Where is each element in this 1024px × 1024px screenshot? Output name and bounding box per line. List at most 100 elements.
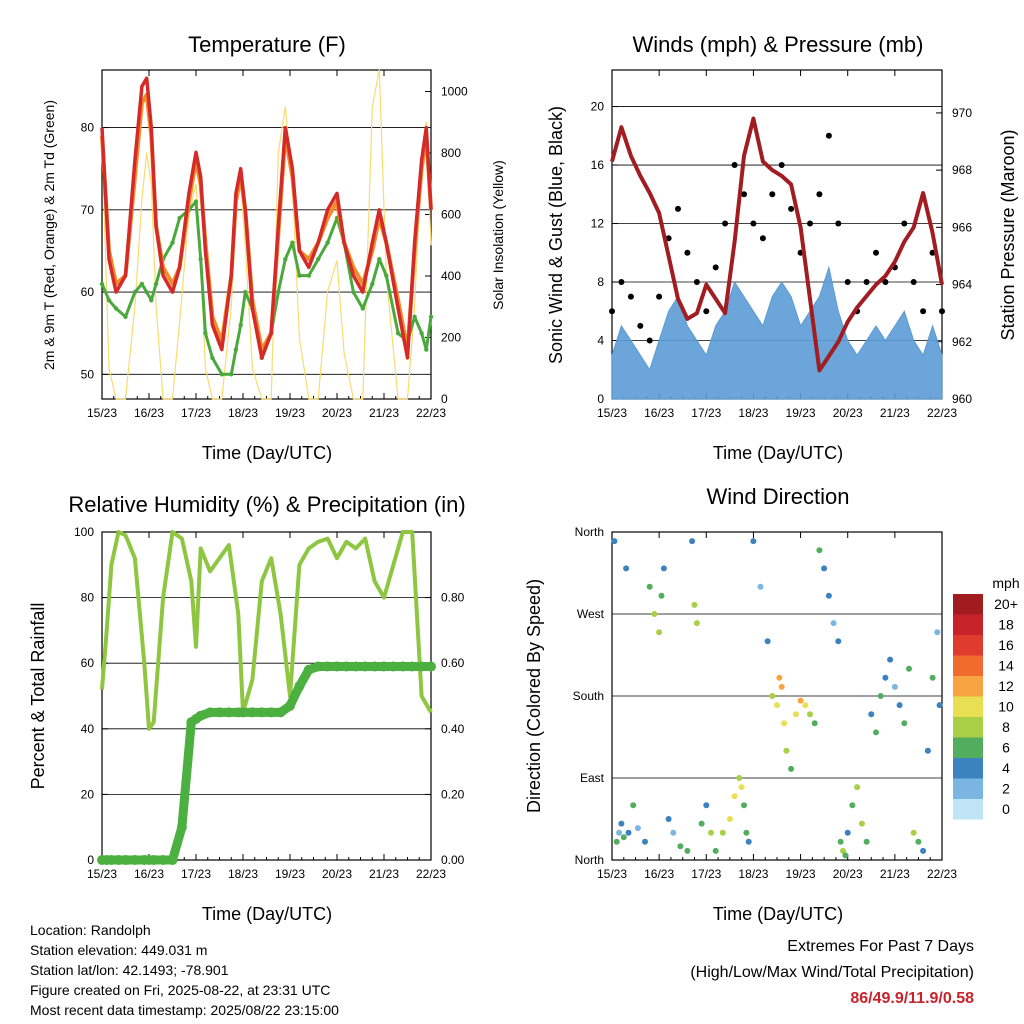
direction-ylabel-left: Direction (Colored By Speed) [524, 579, 544, 813]
direction-point [792, 711, 799, 718]
x-tick-label: 17/23 [691, 867, 721, 881]
insolation-y2-tick-label: 600 [441, 208, 461, 222]
wind-y-tick-label: 12 [591, 217, 605, 231]
dewpoint-point [132, 289, 138, 295]
x-tick-label: 19/23 [275, 406, 305, 420]
x-tick-label: 18/23 [228, 406, 258, 420]
direction-point [906, 665, 912, 672]
gust-point [731, 162, 738, 168]
direction-point [821, 565, 828, 572]
x-tick-label: 17/23 [181, 867, 211, 881]
dewpoint-point [360, 306, 365, 311]
direction-point [613, 838, 620, 845]
gust-point [910, 279, 917, 285]
dewpoint-point [149, 298, 154, 303]
direction-point [901, 720, 908, 727]
legend-label: 20+ [994, 596, 1018, 612]
direction-point [769, 693, 776, 699]
gust-point [693, 279, 700, 285]
gust-point [684, 249, 691, 256]
precip-y2-tick-label: 0.00 [441, 853, 465, 867]
direction-point [802, 702, 809, 709]
legend-label: 10 [998, 699, 1014, 715]
insolation-y2-tick-label: 0 [441, 392, 448, 406]
rainfall-point [214, 707, 225, 718]
rainfall-point [379, 661, 389, 672]
gust-point [939, 308, 945, 315]
direction-panel: Wind Direction Time (Day/UTC) Direction … [524, 484, 1020, 924]
temperature-title: Temperature (F) [188, 32, 346, 57]
temp-y-tick-label: 70 [81, 203, 95, 217]
x-tick-label: 18/23 [738, 867, 768, 881]
temp-y-tick-label: 50 [81, 367, 95, 381]
precip-y2-tick-label: 0.20 [441, 787, 465, 801]
dir-y-tick-label: East [580, 771, 605, 785]
dewpoint-point [193, 199, 199, 204]
humidity-panel: Relative Humidity (%) & Precipitation (i… [28, 492, 466, 924]
direction-point [837, 838, 844, 845]
station-location: Location: Randolph [30, 922, 151, 938]
gust-point [825, 132, 832, 139]
winds-xlabel: Time (Day/UTC) [713, 443, 843, 463]
legend-swatch [953, 635, 983, 656]
pressure-y2-tick-label: 960 [952, 392, 972, 406]
dewpoint-point [99, 281, 105, 287]
legend-label: 4 [1002, 760, 1010, 776]
rainfall-point [350, 661, 361, 672]
rainfall-point [120, 855, 131, 865]
rainfall-point [397, 661, 408, 672]
dir-y-tick-label: West [577, 607, 605, 621]
gust-point [750, 220, 757, 227]
direction-point [634, 825, 641, 832]
gust-point [778, 162, 785, 168]
dir-y-tick-label: North [575, 525, 604, 539]
gust-point [863, 279, 870, 285]
direction-point [642, 838, 648, 845]
series-total-rainfall [102, 662, 431, 865]
direction-point [887, 656, 894, 663]
gust-point [920, 308, 927, 315]
legend-swatch [953, 696, 983, 717]
direction-point [776, 674, 783, 681]
gust-point [656, 293, 663, 300]
direction-point [891, 683, 898, 690]
x-tick-label: 20/23 [322, 867, 352, 881]
gust-point [665, 235, 672, 242]
legend-label: 8 [1002, 719, 1010, 735]
x-tick-label: 16/23 [134, 867, 164, 881]
direction-point [778, 683, 785, 690]
gust-point [769, 191, 776, 198]
x-tick-label: 22/23 [927, 867, 957, 881]
direction-point [750, 538, 757, 545]
direction-title: Wind Direction [706, 484, 849, 509]
direction-point [924, 747, 931, 754]
extremes-values: 86/49.9/11.9/0.58 [850, 990, 974, 1007]
direction-point [731, 793, 738, 800]
rainfall-point [369, 661, 380, 672]
series-2m-temperature [100, 76, 433, 360]
wind-y-tick-label: 20 [591, 100, 605, 114]
rainfall-point [332, 661, 342, 672]
series-station-pressure [610, 116, 944, 373]
gust-point [844, 279, 851, 285]
legend-label: 6 [1002, 740, 1010, 756]
legend-swatch [953, 799, 983, 820]
direction-point [877, 693, 884, 699]
dewpoint-point [306, 273, 311, 278]
dewpoint-point [283, 257, 288, 262]
dewpoint-point [395, 331, 401, 336]
direction-point [783, 747, 790, 754]
gust-point [882, 279, 889, 285]
dewpoint-point [229, 372, 234, 377]
rainfall-point [176, 822, 187, 833]
direction-point [915, 838, 922, 845]
direction-point [774, 702, 780, 709]
gust-point [807, 220, 813, 227]
x-tick-label: 18/23 [738, 406, 768, 420]
dewpoint-point [123, 314, 128, 319]
direction-point [712, 847, 719, 854]
direction-point [910, 829, 917, 836]
dewpoint-point [428, 314, 434, 319]
temperature-ylabel-right: Solar Insolation (Yellow) [490, 160, 506, 310]
direction-point [934, 629, 941, 636]
